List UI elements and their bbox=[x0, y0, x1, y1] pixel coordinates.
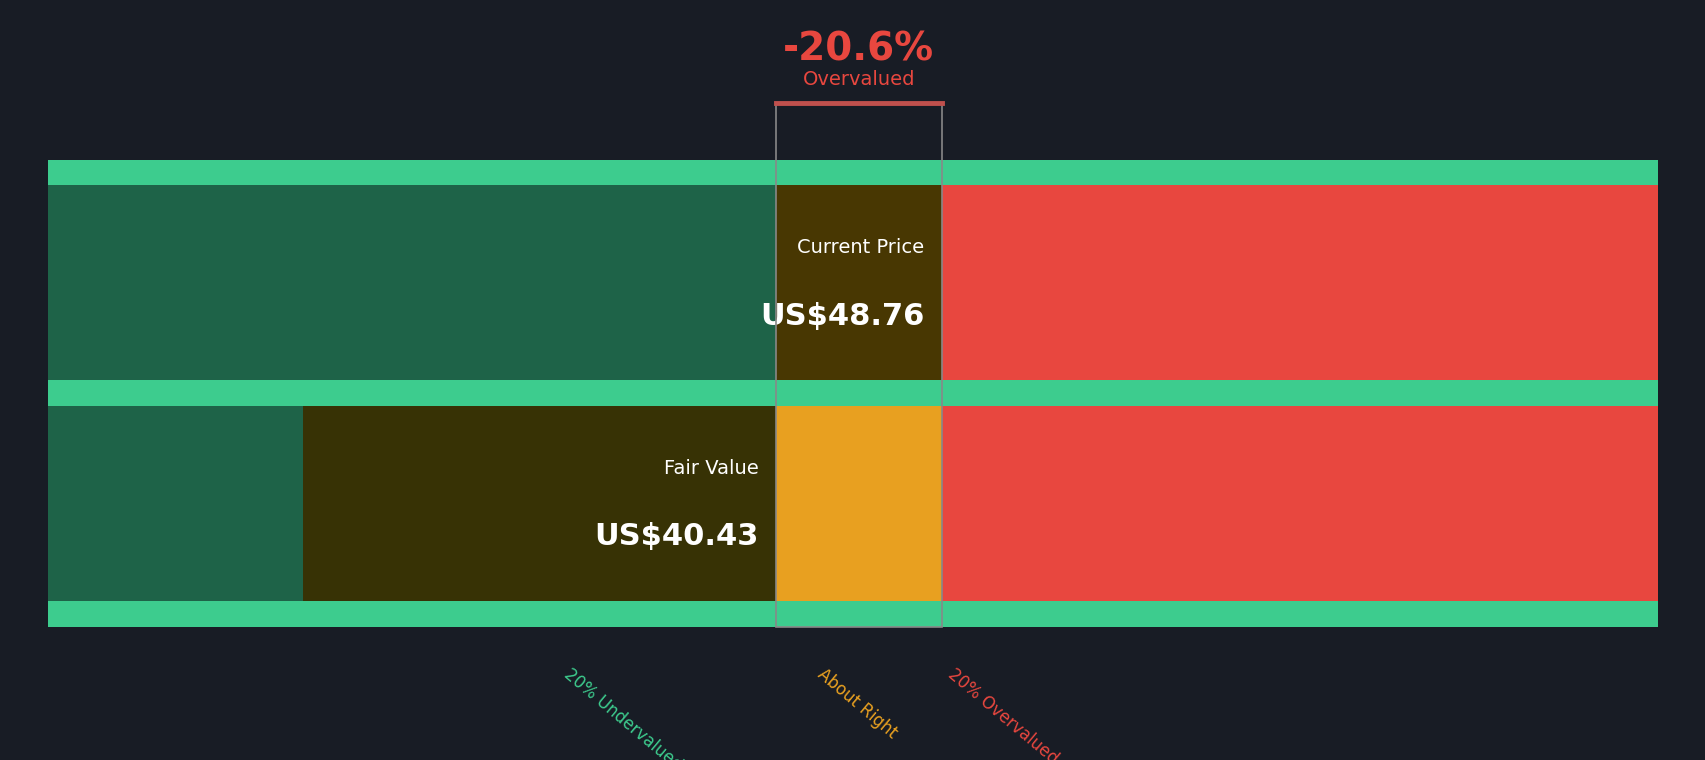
Text: Fair Value: Fair Value bbox=[663, 459, 759, 478]
Bar bbox=[776, 406, 941, 601]
Text: -20.6%: -20.6% bbox=[783, 30, 934, 68]
Text: 20% Overvalued: 20% Overvalued bbox=[945, 665, 1061, 760]
Bar bbox=[48, 406, 776, 601]
Bar bbox=[48, 601, 1657, 627]
Text: US$40.43: US$40.43 bbox=[593, 522, 759, 552]
Bar bbox=[48, 381, 1657, 406]
Text: Overvalued: Overvalued bbox=[801, 70, 914, 89]
Bar bbox=[302, 406, 776, 601]
Bar bbox=[941, 406, 1657, 601]
Text: About Right: About Right bbox=[813, 665, 900, 742]
Text: Current Price: Current Price bbox=[796, 238, 924, 257]
Bar bbox=[776, 185, 941, 381]
Bar bbox=[941, 185, 1657, 381]
Bar bbox=[776, 185, 941, 381]
Bar bbox=[48, 185, 776, 381]
Text: US$48.76: US$48.76 bbox=[760, 302, 924, 331]
Text: 20% Undervalued: 20% Undervalued bbox=[559, 665, 685, 760]
Bar bbox=[48, 160, 1657, 185]
Bar bbox=[776, 103, 941, 627]
